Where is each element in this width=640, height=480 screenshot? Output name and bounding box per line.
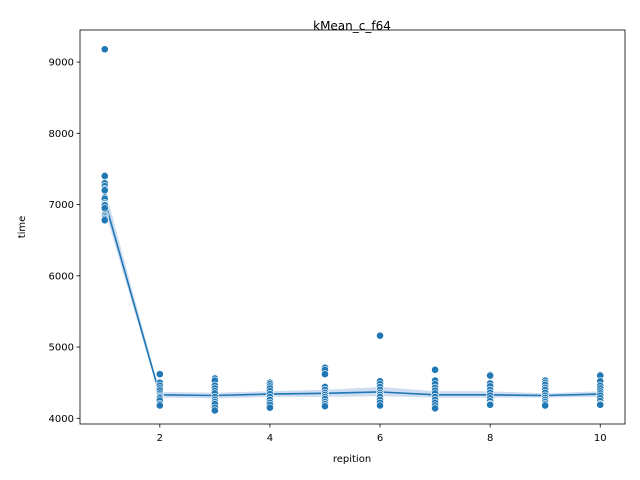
data-point [100, 216, 109, 225]
data-point [155, 370, 164, 379]
data-point [431, 404, 439, 413]
y-tick-label: 7000 [49, 200, 74, 211]
mean-line [104, 200, 601, 397]
y-axis-ticks: 4000 5000 6000 7000 8000 9000 [49, 58, 80, 425]
plot-area-frame [79, 29, 626, 425]
data-point [486, 400, 495, 409]
data-point [100, 45, 109, 54]
data-point [210, 406, 219, 415]
y-tick-label: 8000 [49, 129, 74, 140]
data-point [376, 331, 384, 340]
data-points-layer [100, 45, 605, 415]
data-point [376, 401, 384, 410]
data-point [155, 401, 164, 410]
x-axis-label: repition [333, 454, 371, 465]
data-point [321, 370, 329, 379]
data-point [321, 402, 329, 411]
x-axis-ticks: 2 4 6 8 10 [157, 424, 607, 444]
y-tick-label: 6000 [49, 271, 74, 282]
data-point [431, 365, 439, 374]
data-point [266, 403, 274, 412]
x-tick-label: 2 [157, 433, 163, 444]
y-tick-label: 4000 [49, 414, 74, 425]
x-tick-label: 8 [487, 433, 493, 444]
confidence-band [104, 188, 601, 399]
data-point [541, 401, 550, 410]
confidence-band-layer [104, 188, 601, 399]
y-tick-label: 9000 [49, 58, 74, 69]
mean-line-layer [104, 200, 601, 397]
y-axis-label: time [17, 216, 28, 239]
x-tick-label: 10 [594, 433, 607, 444]
data-point [100, 186, 109, 195]
data-point [100, 172, 109, 180]
x-tick-label: 6 [377, 433, 383, 444]
x-tick-label: 4 [267, 433, 273, 444]
data-point [596, 400, 605, 409]
chart-title: kMean_c_f64 [313, 19, 391, 33]
data-point [486, 371, 495, 380]
y-tick-label: 5000 [49, 343, 74, 354]
